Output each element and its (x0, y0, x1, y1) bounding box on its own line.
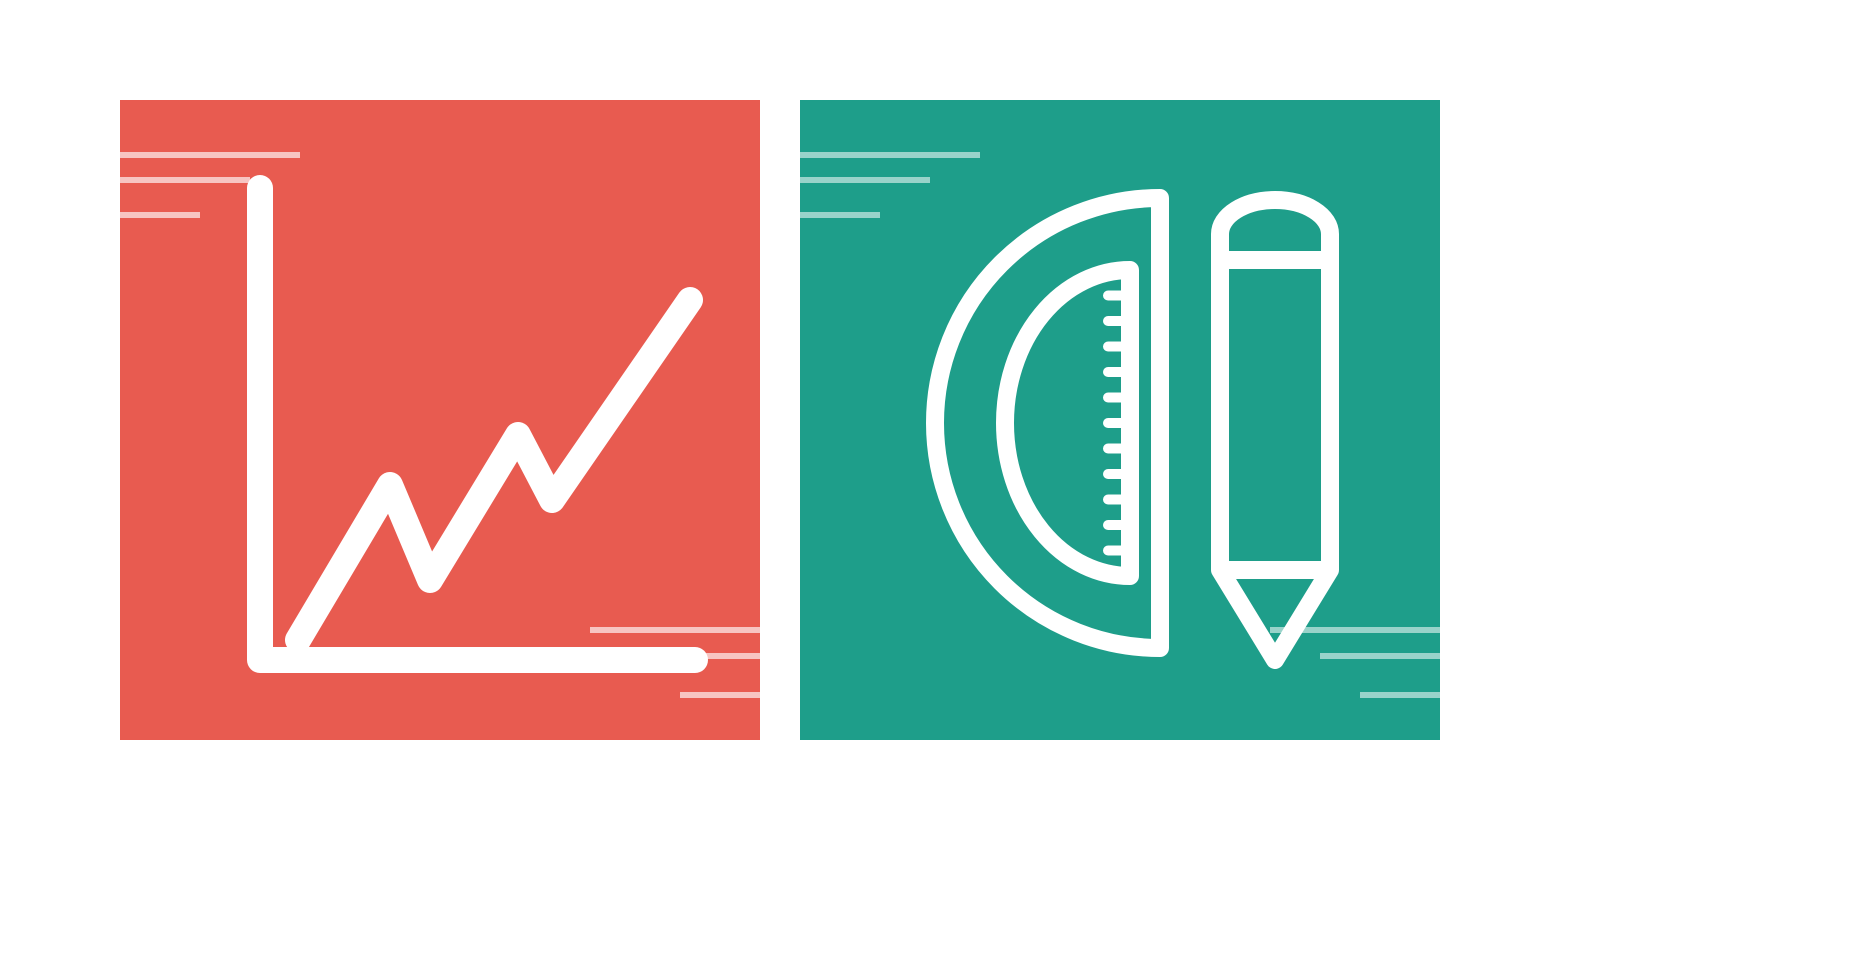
protractor-pencil-icon (800, 100, 1440, 740)
line-chart-tile (120, 100, 760, 740)
tile-background (120, 100, 760, 740)
protractor-pencil-tile (800, 100, 1440, 740)
icon-pair-canvas (0, 0, 1854, 980)
line-chart-icon (120, 100, 760, 740)
